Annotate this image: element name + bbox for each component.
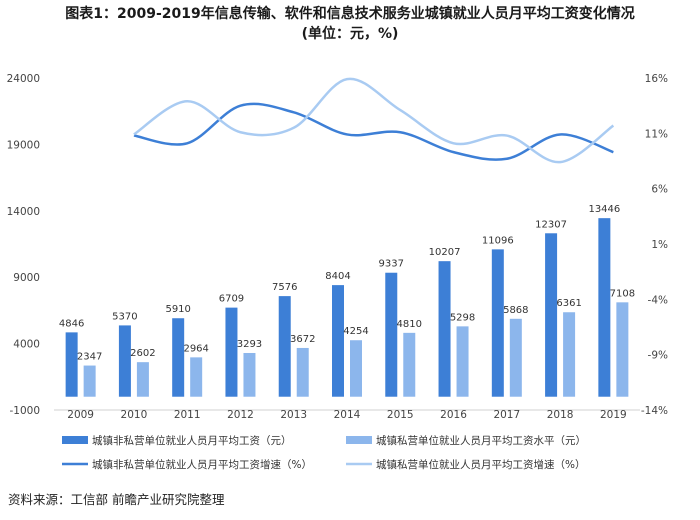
bar-nonprivate [278,296,291,397]
data-label: 5370 [112,311,137,322]
data-label: 6709 [219,294,244,305]
y-left-tick-label: 9000 [13,272,40,284]
bar-nonprivate [118,325,131,397]
bar-nonprivate [491,249,504,397]
data-label: 2964 [183,343,208,354]
y-left-tick-label: 24000 [7,73,40,85]
data-label: 9337 [379,259,404,270]
bar-private [403,332,416,397]
x-tick-label: 2016 [440,409,467,421]
data-label: 6361 [556,298,581,309]
x-tick-label: 2017 [493,409,520,421]
chart-title-main: 图表1：2009-2019年信息传输、软件和信息技术服务业城镇就业人员月平均工资… [65,6,635,22]
x-tick-label: 2013 [280,409,307,421]
y-left-tick-label: 19000 [7,139,40,151]
bar-private [296,347,309,397]
data-label: 2602 [130,348,155,359]
bar-private [456,326,469,397]
bar-nonprivate [545,233,558,397]
x-tick-label: 2010 [121,409,148,421]
bar-nonprivate [172,318,185,397]
bar-nonprivate [65,332,78,397]
y-right-tick-label: 1% [651,239,668,251]
bar-nonprivate [332,285,344,397]
data-label: 5298 [450,312,475,323]
data-label: 13446 [588,204,620,215]
data-label: 12307 [535,219,567,230]
y-right-tick-label: 16% [645,73,668,85]
x-tick-label: 2011 [174,409,201,421]
bar-private [136,362,149,397]
data-label: 4810 [397,319,422,330]
legend-swatch [62,436,88,444]
source-note: 资料来源：工信部 前瞻产业研究院整理 [8,492,225,507]
y-right-tick-label: 11% [645,128,668,140]
legend-label: 城镇私营单位就业人员月平均工资增速（%） [376,458,585,471]
legend-label: 城镇非私营单位就业人员月平均工资增速（%） [92,458,312,471]
bar-private [509,318,522,397]
bar-private [190,357,203,397]
line-private-growth [133,77,615,164]
legend-swatch [346,436,372,444]
bar-private [243,352,256,397]
x-tick-label: 2019 [600,409,627,421]
legend-label: 城镇非私营单位就业人员月平均工资（元） [92,434,292,447]
y-left-tick-label: 14000 [7,206,40,218]
line-nonprivate-growth [133,102,614,161]
bar-private [350,340,362,397]
data-label: 2347 [77,352,102,363]
x-tick-label: 2015 [387,409,414,421]
data-label: 7576 [272,282,297,293]
data-label: 3672 [290,334,315,345]
y-left-tick-label: 4000 [13,339,40,351]
bar-private [616,302,629,397]
data-label: 4846 [59,318,84,329]
chart-title: 图表1：2009-2019年信息传输、软件和信息技术服务业城镇就业人员月平均工资… [0,4,700,44]
bar-nonprivate [225,307,238,397]
bar-nonprivate [385,272,398,397]
x-tick-label: 2012 [227,409,254,421]
legend-label: 城镇私营单位就业人员月平均工资水平（元） [376,434,586,447]
data-label: 7108 [610,288,635,299]
data-label: 11096 [482,235,514,246]
data-label: 4254 [343,326,368,337]
data-label: 5910 [165,304,190,315]
data-label: 10207 [429,247,461,258]
bar-private [563,312,576,397]
y-left-tick-label: -1000 [9,405,40,417]
x-tick-label: 2014 [334,409,361,421]
x-tick-label: 2009 [67,409,94,421]
y-right-tick-label: -4% [648,294,668,306]
y-right-tick-label: -14% [641,405,668,417]
y-right-tick-label: 6% [651,184,668,196]
data-label: 5868 [503,305,528,316]
data-label: 8404 [325,271,350,282]
chart-title-unit: (单位：元，%) [301,26,399,42]
bar-private [83,365,96,397]
bar-nonprivate [438,261,451,397]
data-label: 3293 [237,339,262,350]
y-right-tick-label: -9% [648,350,668,362]
bar-nonprivate [598,218,611,397]
x-tick-label: 2018 [547,409,574,421]
